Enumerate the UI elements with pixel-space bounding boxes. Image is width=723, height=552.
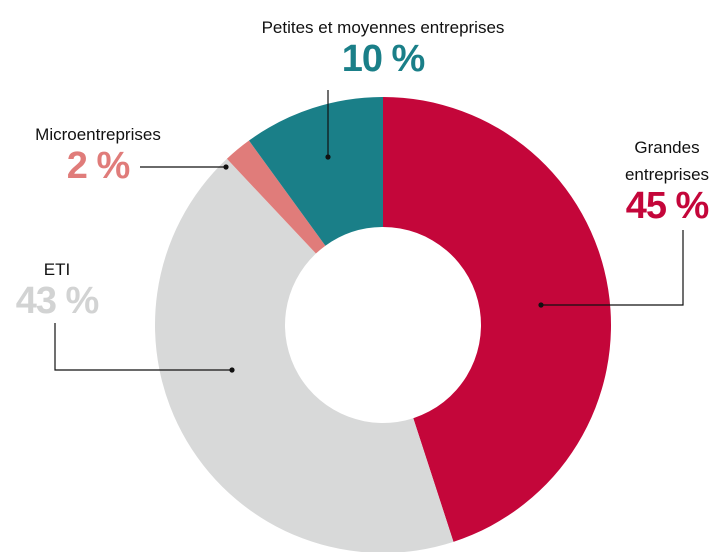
slice-name: Grandes entreprises	[624, 138, 710, 184]
slice-name: Petites et moyennes entreprises	[261, 18, 505, 37]
leader-line	[54, 323, 232, 371]
slice-name: ETI	[43, 260, 71, 279]
slice-value: 2 %	[66, 145, 130, 187]
slice-value: 10 %	[341, 38, 426, 80]
donut-slice	[383, 97, 611, 542]
slice-value: 45 %	[625, 185, 710, 227]
leader-line	[541, 230, 684, 306]
leader-dot	[325, 154, 331, 160]
slice-value: 43 %	[15, 280, 100, 322]
donut-slice	[248, 97, 383, 246]
donut-slice	[226, 140, 326, 254]
leader-dot	[223, 164, 229, 170]
slice-name: Microentreprises	[35, 125, 161, 144]
leader-dot	[538, 302, 544, 308]
donut-slice	[155, 158, 454, 552]
leader-dot	[229, 367, 235, 373]
